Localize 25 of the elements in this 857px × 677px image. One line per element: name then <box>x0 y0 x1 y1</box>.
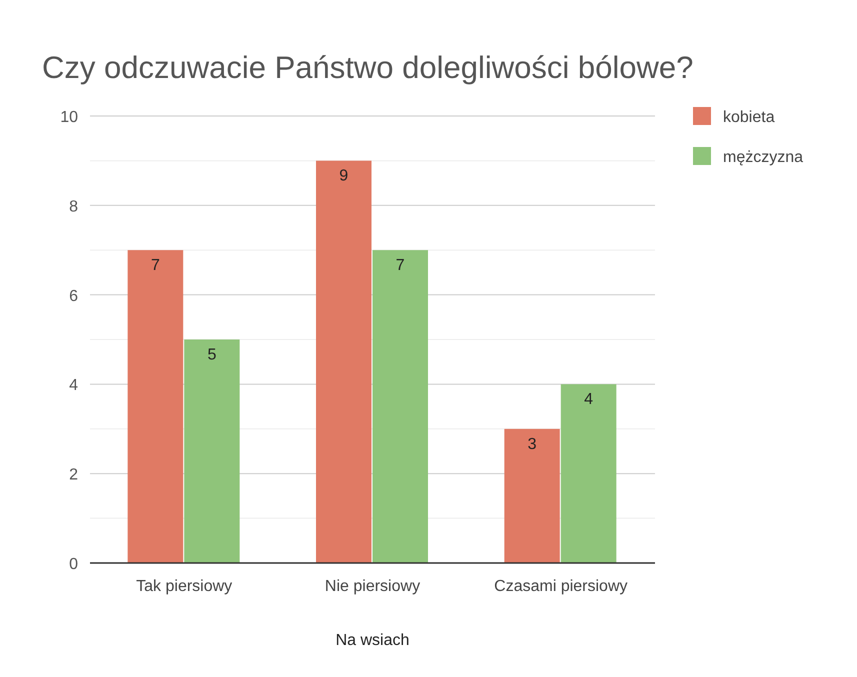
y-tick-label: 4 <box>69 377 78 394</box>
data-label: 5 <box>207 346 216 364</box>
legend-label: kobieta <box>723 109 775 126</box>
bar <box>372 250 428 563</box>
x-axis-title: Na wsiach <box>336 632 410 649</box>
chart-title: Czy odczuwacie Państwo dolegliwości bólowe? <box>42 50 694 85</box>
bar <box>128 250 184 563</box>
data-label: 3 <box>528 436 537 453</box>
data-label: 7 <box>150 257 160 274</box>
bar <box>504 428 560 563</box>
data-label: 7 <box>396 257 405 274</box>
data-label: 4 <box>584 391 594 408</box>
y-tick-label: 10 <box>60 109 78 126</box>
legend-label: mężczyzna <box>723 149 804 166</box>
y-tick-label: 8 <box>69 198 78 216</box>
y-tick-label: 0 <box>69 556 78 573</box>
y-tick-label: 2 <box>69 466 78 484</box>
y-tick-label: 6 <box>69 288 78 305</box>
data-label: 9 <box>339 168 348 185</box>
x-tick-label: Tak piersiowy <box>136 578 232 595</box>
bar <box>316 160 372 563</box>
x-tick-label: Czasami piersiowy <box>494 578 628 595</box>
bar <box>184 340 240 563</box>
x-tick-label: Nie piersiowy <box>324 578 420 595</box>
bar <box>560 384 616 563</box>
